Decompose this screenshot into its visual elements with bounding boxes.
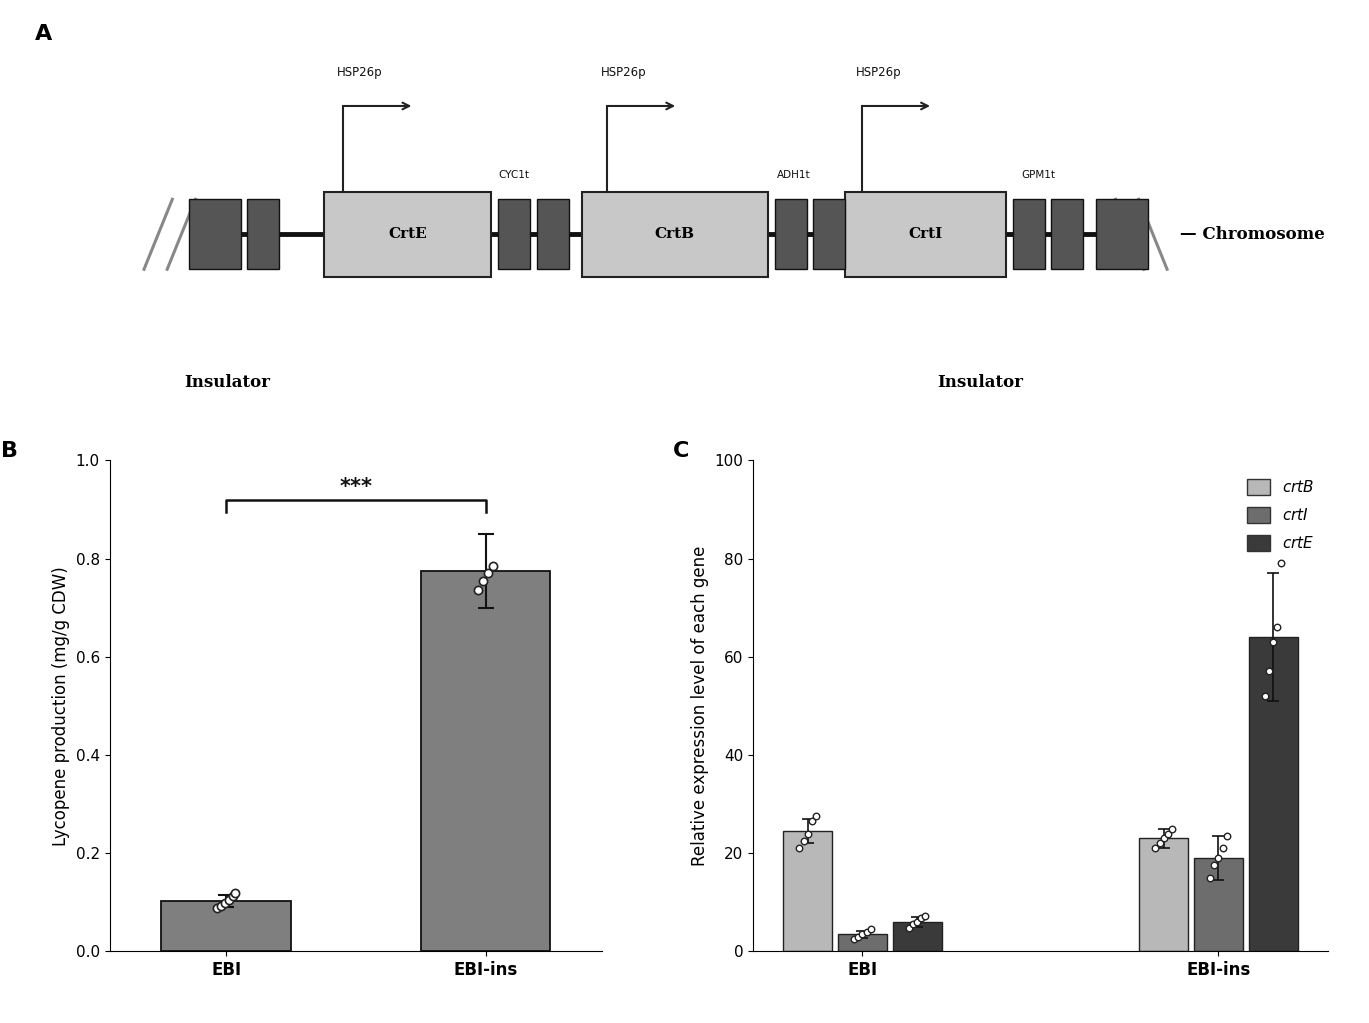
Text: HSP26p: HSP26p: [601, 65, 646, 79]
Bar: [1097, 199, 1147, 269]
Bar: [1013, 199, 1045, 269]
Bar: [813, 199, 846, 269]
Point: [207, 900, 229, 917]
Point: [1266, 619, 1288, 635]
Bar: [846, 191, 1006, 277]
Point: [1212, 840, 1233, 856]
Text: — Chromosome: — Chromosome: [1180, 226, 1325, 242]
Bar: [783, 831, 832, 951]
Text: A: A: [34, 25, 52, 44]
Point: [222, 888, 244, 904]
Bar: [246, 199, 279, 269]
Point: [797, 826, 819, 842]
Bar: [893, 922, 942, 951]
Text: HSP26p: HSP26p: [856, 65, 901, 79]
Point: [914, 907, 936, 924]
Bar: [537, 199, 568, 269]
Text: Insulator: Insulator: [185, 374, 271, 391]
Legend: $\it{crtB}$, $\it{crtI}$, $\it{crtE}$: $\it{crtB}$, $\it{crtI}$, $\it{crtE}$: [1240, 473, 1320, 558]
Text: GPM1t: GPM1t: [1021, 170, 1055, 180]
Point: [1149, 835, 1170, 851]
Point: [1144, 840, 1166, 856]
Bar: [189, 199, 241, 269]
Y-axis label: Relative expression level of each gene: Relative expression level of each gene: [691, 545, 709, 866]
Text: CrtB: CrtB: [654, 227, 695, 241]
Bar: [775, 199, 806, 269]
Point: [852, 926, 873, 942]
Point: [805, 808, 827, 825]
Text: B: B: [1, 441, 18, 460]
Bar: [420, 571, 550, 951]
Point: [1262, 634, 1284, 651]
Text: ADH1t: ADH1t: [778, 170, 810, 180]
Text: ***: ***: [340, 477, 372, 497]
Bar: [838, 934, 887, 951]
Bar: [582, 191, 768, 277]
Point: [472, 573, 494, 589]
Point: [843, 931, 865, 947]
Bar: [1051, 199, 1083, 269]
Point: [478, 565, 500, 581]
Point: [482, 558, 504, 574]
Point: [225, 885, 246, 901]
Point: [1157, 826, 1179, 842]
Text: CrtE: CrtE: [389, 227, 427, 241]
Bar: [1194, 858, 1243, 951]
Point: [1258, 663, 1280, 679]
Y-axis label: Lycopene production (mg/g CDW): Lycopene production (mg/g CDW): [52, 566, 70, 846]
Point: [860, 921, 882, 937]
Bar: [498, 199, 530, 269]
Bar: [324, 191, 491, 277]
Point: [856, 924, 878, 940]
Point: [214, 895, 235, 911]
Point: [1153, 831, 1175, 847]
Bar: [1139, 839, 1188, 951]
Point: [902, 917, 924, 933]
Point: [910, 909, 932, 926]
Point: [1199, 870, 1221, 886]
Text: HSP26p: HSP26p: [337, 65, 383, 79]
Point: [793, 833, 815, 849]
Text: CYC1t: CYC1t: [498, 170, 528, 180]
Point: [789, 840, 810, 856]
Point: [209, 898, 231, 915]
Bar: [162, 901, 292, 951]
Point: [898, 920, 920, 936]
Point: [218, 892, 240, 908]
Bar: [1249, 637, 1298, 951]
Point: [847, 929, 869, 945]
Point: [1254, 687, 1276, 704]
Point: [1161, 820, 1183, 837]
Point: [906, 914, 928, 930]
Text: Insulator: Insulator: [938, 374, 1024, 391]
Point: [1203, 857, 1225, 874]
Point: [1207, 850, 1229, 866]
Text: CrtI: CrtI: [909, 227, 943, 241]
Point: [467, 582, 489, 598]
Point: [1270, 555, 1292, 572]
Text: C: C: [672, 441, 689, 460]
Point: [801, 813, 823, 830]
Point: [1216, 828, 1238, 844]
